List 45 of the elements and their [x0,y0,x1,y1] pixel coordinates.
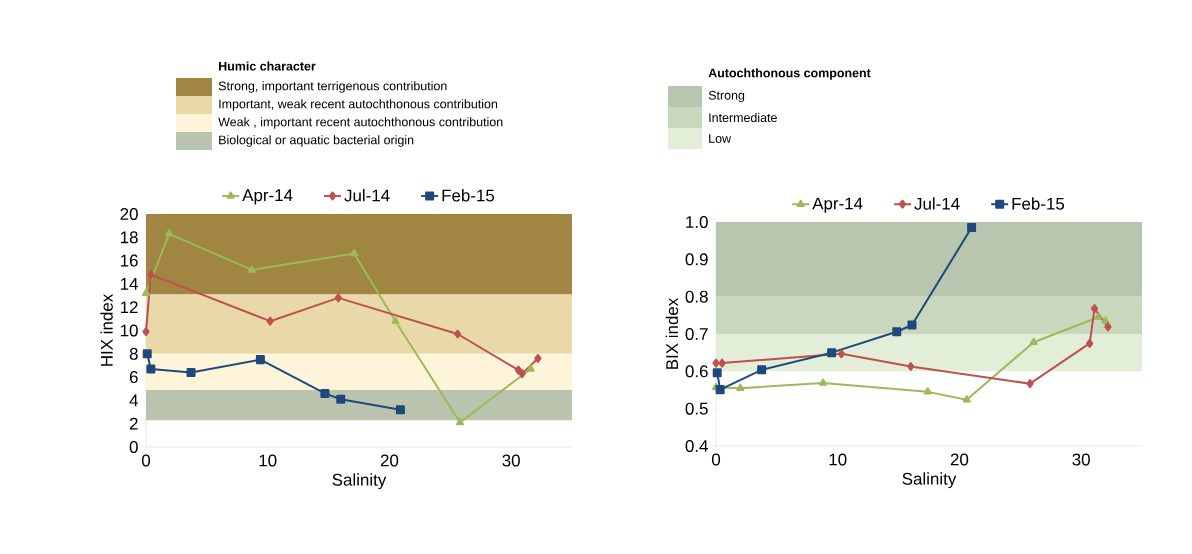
y-tick-label: 0.6 [685,365,708,378]
y-tick-label: 6 [129,371,138,384]
legend-label: Feb-15 [1012,197,1065,210]
x-tick-label: 10 [829,453,847,466]
y-tick-label: 16 [120,254,138,267]
x-tick-label: 20 [380,454,399,467]
y-tick-label: 0.8 [685,290,708,303]
y-tick-label: 0 [129,441,138,453]
y-tick-label: 0.7 [685,328,708,340]
legend-label: Important, weak recent autochthonous contribution [219,99,498,111]
y-tick-label: 1.0 [686,216,708,228]
legend-title: Humic character [219,61,316,71]
x-axis-title: Salinity [902,472,957,489]
x-tick-label: 30 [1072,453,1090,466]
y-axis-title: HIX index [100,294,113,366]
legend-label: Strong, important terrigenous contribution [218,81,447,93]
y-tick-label: 0.9 [685,253,708,266]
legend-title: Autochthonous component [708,68,871,80]
x-tick-label: 30 [502,454,520,467]
y-tick-label: 20 [120,208,138,220]
legend-label: Biological or aquatic bacterial origin [219,135,414,147]
x-axis-title: Salinity [332,473,387,490]
legend-label: Weak , important recent autochthonous contribution [218,117,503,129]
legend-label: Apr-14 [242,189,293,205]
x-tick-label: 0 [711,453,721,466]
y-tick-label: 8 [129,347,138,360]
legend-label: Apr-14 [812,197,863,213]
x-tick-label: 10 [259,454,277,467]
legend-label: Feb-15 [442,189,495,202]
y-tick-label: 18 [120,231,138,244]
legend-label: Strong [708,90,745,103]
legend-label: Jul-14 [914,197,960,210]
x-tick-label: 20 [950,453,969,466]
legend-label: Low [709,134,732,143]
y-tick-label: 14 [120,278,138,290]
y-axis-title: BIX index [665,297,679,369]
y-tick-label: 4 [129,394,138,407]
y-tick-label: 10 [120,324,138,337]
x-tick-label: 0 [141,454,151,467]
y-tick-label: 0.4 [685,440,708,452]
legend-label: Jul-14 [344,189,390,202]
y-tick-label: 12 [120,301,138,314]
y-tick-label: 2 [129,417,138,430]
y-tick-label: 0.5 [685,402,708,415]
legend-label: Intermediate [709,112,777,123]
